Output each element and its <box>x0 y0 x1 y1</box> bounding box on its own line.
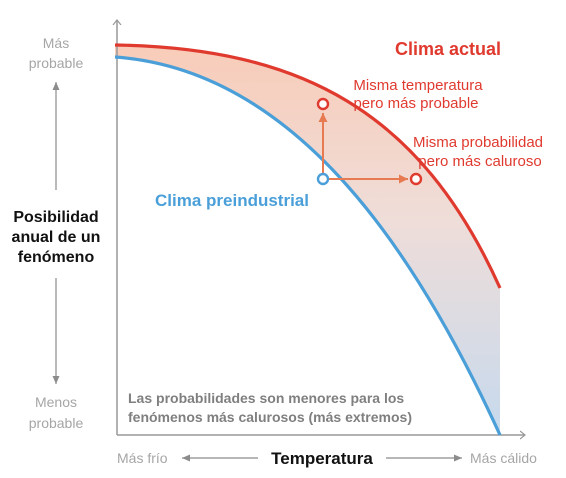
preindustrial-climate-curve <box>114 55 502 436</box>
shaded-band <box>115 45 500 435</box>
current-climate-label: Clima actual <box>395 39 501 59</box>
x-left-label: Más frío <box>117 450 168 466</box>
y-bottom-label-line1: Menos <box>35 394 77 410</box>
y-top-label-line2: probable <box>29 55 84 71</box>
y-axis-title-line1: Posibilidad <box>13 209 98 226</box>
preindustrial-climate-label: Clima preindustrial <box>155 191 309 210</box>
current-climate-curve <box>114 43 502 289</box>
point-current-same-probability <box>409 172 423 186</box>
same-probability-note-line2: pero más caluroso <box>418 153 541 170</box>
extremes-note-line1: Las probabilidades son menores para los <box>128 390 404 406</box>
same-temperature-note-line1: Misma temperatura <box>353 77 483 94</box>
point-preindustrial <box>316 172 330 186</box>
extremes-note-line2: fenómenos más calurosos (más extremos) <box>128 409 412 425</box>
y-axis-title-line2: anual de un <box>12 229 101 246</box>
x-axis-title: Temperatura <box>271 449 373 468</box>
same-probability-note-line1: Misma probabilidad <box>413 134 543 151</box>
y-bottom-label-line2: probable <box>29 415 84 431</box>
same-temperature-note-line2: pero más probable <box>353 95 478 112</box>
y-axis-title-line3: fenómeno <box>18 249 95 266</box>
x-right-label: Más cálido <box>470 450 537 466</box>
point-current-same-temperature <box>316 97 330 111</box>
y-top-label-line1: Más <box>43 35 69 51</box>
